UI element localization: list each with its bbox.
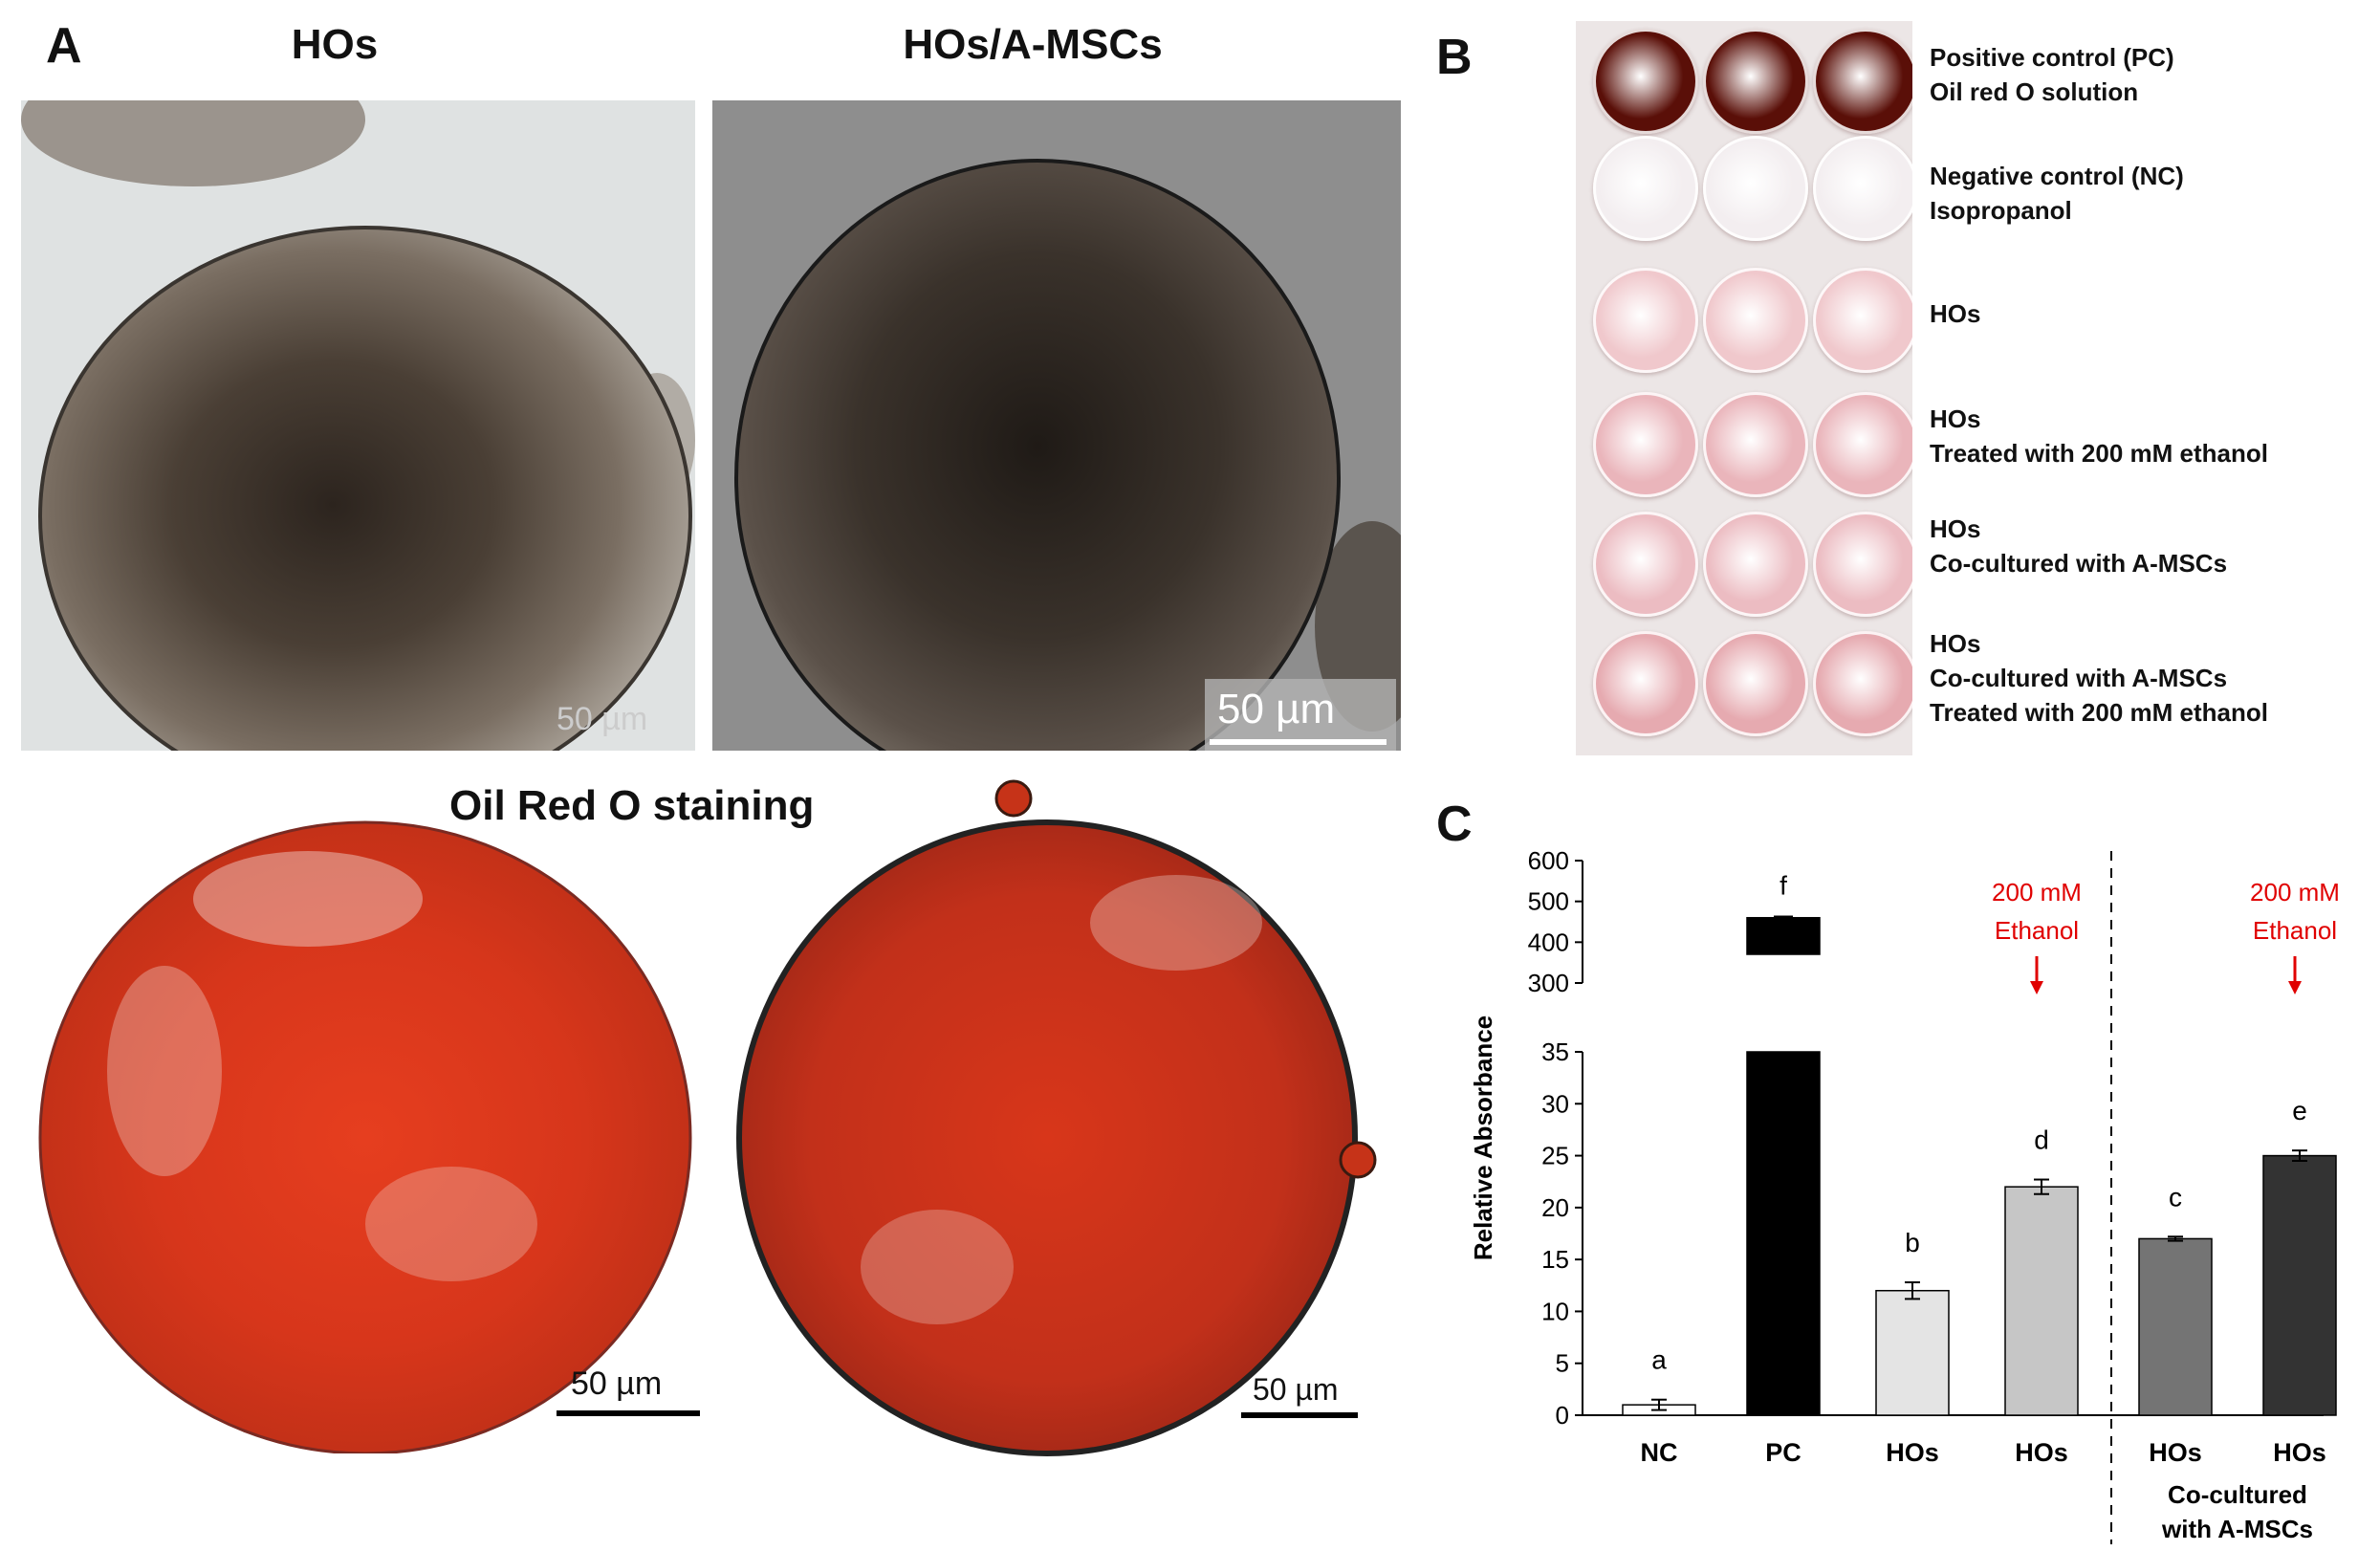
bar (2138, 1237, 2213, 1416)
staining-title: Oil Red O staining (449, 782, 815, 829)
significance-letter: c (2169, 1182, 2182, 1212)
well-row-label-line: HOs (1930, 404, 1981, 433)
well-row-label-line: Positive control (PC) (1930, 43, 2174, 72)
well-r5-c3 (1813, 512, 1912, 617)
well-r6-c3 (1813, 631, 1912, 736)
well-r3-c3 (1813, 268, 1912, 373)
well-r1-c3 (1813, 29, 1912, 134)
well-r5-c2 (1703, 512, 1808, 617)
well-r2-c3 (1813, 136, 1912, 241)
micrograph-hos-amscs-brightfield: 50 µm (712, 100, 1401, 751)
panel-a-col1-title: HOs (291, 21, 379, 68)
panel-a-col2-title: HOs/A-MSCs (903, 21, 1163, 68)
well-row-label-2: Negative control (NC) Isopropanol (1930, 159, 2184, 228)
well-r6-c2 (1703, 631, 1808, 736)
y-tick-label: 5 (1556, 1349, 1569, 1378)
panel-c-letter: C (1436, 797, 1473, 852)
well-row-label-line: HOs (1930, 299, 1981, 328)
well-r3-c1 (1593, 268, 1698, 373)
x-tick-label: HOs (2015, 1438, 2068, 1467)
x-tick-label: HOs (1886, 1438, 1939, 1467)
ethanol-annotation-line1: 200 mM (1992, 878, 2082, 907)
micrograph-hos-amscs-oil-red-o: 50 µm (727, 770, 1396, 1463)
bar (2004, 1186, 2079, 1416)
well-r1-c1 (1593, 29, 1698, 134)
well-row-label-5: HOs Co-cultured with A-MSCs (1930, 512, 2227, 580)
y-tick-label: 15 (1541, 1245, 1569, 1274)
significance-letter: e (2292, 1096, 2307, 1125)
well-r6-c1 (1593, 631, 1698, 736)
significance-letter: d (2034, 1125, 2049, 1155)
x-tick-label: HOs (2273, 1438, 2326, 1467)
y-tick-label: 25 (1541, 1142, 1569, 1170)
y-tick-label: 0 (1556, 1401, 1569, 1430)
scale-label-bottom-right: 50 µm (1253, 1372, 1339, 1407)
well-row-label-line: Oil red O solution (1930, 77, 2139, 106)
ethanol-annotation-line2: Ethanol (2253, 916, 2337, 945)
well-row-label-line: Negative control (NC) (1930, 162, 2184, 190)
well-r5-c1 (1593, 512, 1698, 617)
scale-bar-bottom-right (1241, 1412, 1358, 1418)
x-tick-label: HOs (2149, 1438, 2202, 1467)
well-row-label-4: HOs Treated with 200 mM ethanol (1930, 402, 2268, 470)
y-tick-label: 500 (1528, 887, 1569, 916)
well-r2-c1 (1593, 136, 1698, 241)
well-row-label-line: Isopropanol (1930, 196, 2072, 225)
bar (1746, 1051, 1821, 1416)
well-r4-c3 (1813, 392, 1912, 497)
well-r4-c2 (1703, 392, 1808, 497)
well-r2-c2 (1703, 136, 1808, 241)
well-r4-c1 (1593, 392, 1698, 497)
arrow-down-icon (2288, 981, 2302, 994)
panel-b-letter: B (1436, 30, 1473, 85)
y-tick-label: 400 (1528, 928, 1569, 956)
arrow-down-icon (2030, 981, 2043, 994)
significance-letter: f (1780, 871, 1787, 901)
significance-letter: b (1905, 1228, 1920, 1257)
y-tick-label: 600 (1528, 846, 1569, 875)
y-tick-label: 300 (1528, 969, 1569, 997)
bar (1875, 1289, 1950, 1416)
y-tick-label: 30 (1541, 1089, 1569, 1118)
cocultured-label-line2: with A-MSCs (2161, 1515, 2313, 1543)
scale-bar-top-right (1210, 739, 1387, 745)
well-row-label-line: Treated with 200 mM ethanol (1930, 698, 2268, 727)
bar-upper (1746, 916, 1821, 955)
y-tick-label: 20 (1541, 1193, 1569, 1222)
well-row-label-line: HOs (1930, 629, 1981, 658)
y-tick-label: 10 (1541, 1297, 1569, 1325)
ethanol-annotation-line2: Ethanol (1995, 916, 2079, 945)
micrograph-hos-brightfield: 50 µm (21, 100, 695, 751)
well-row-label-6: HOs Co-cultured with A-MSCs Treated with 2… (1930, 626, 2268, 730)
y-axis-label: Relative Absorbance (1469, 1016, 1497, 1260)
x-tick-label: PC (1765, 1438, 1801, 1467)
significance-letter: a (1651, 1345, 1667, 1375)
cocultured-label-line1: Co-cultured (2168, 1480, 2307, 1509)
scale-bar-bottom-left (557, 1410, 700, 1416)
well-r3-c2 (1703, 268, 1808, 373)
x-tick-label: NC (1641, 1438, 1678, 1467)
ethanol-annotation-line1: 200 mM (2250, 878, 2340, 907)
well-row-label-line: Treated with 200 mM ethanol (1930, 439, 2268, 468)
well-plate-photo (1576, 21, 1912, 755)
well-r1-c2 (1703, 29, 1808, 134)
well-row-label-1: Positive control (PC) Oil red O solution (1930, 40, 2174, 109)
micrograph-hos-oil-red-o: 50 µm (21, 784, 714, 1453)
well-row-label-line: HOs (1930, 514, 1981, 543)
scale-label-bottom-left: 50 µm (571, 1365, 663, 1402)
well-row-label-line: Co-cultured with A-MSCs (1930, 664, 2228, 692)
y-tick-label: 35 (1541, 1038, 1569, 1066)
bar (2262, 1154, 2337, 1416)
well-row-label-line: Co-cultured with A-MSCs (1930, 549, 2228, 578)
scale-label-top-left: 50 µm (557, 701, 648, 737)
scale-label-top-right: 50 µm (1217, 686, 1336, 732)
well-row-label-3: HOs (1930, 296, 1980, 331)
absorbance-bar-chart: 0 5 10 15 20 25 30 35 300 400 500 600 Relative Absor… (1469, 846, 2340, 1544)
panel-a-letter: A (46, 18, 82, 74)
